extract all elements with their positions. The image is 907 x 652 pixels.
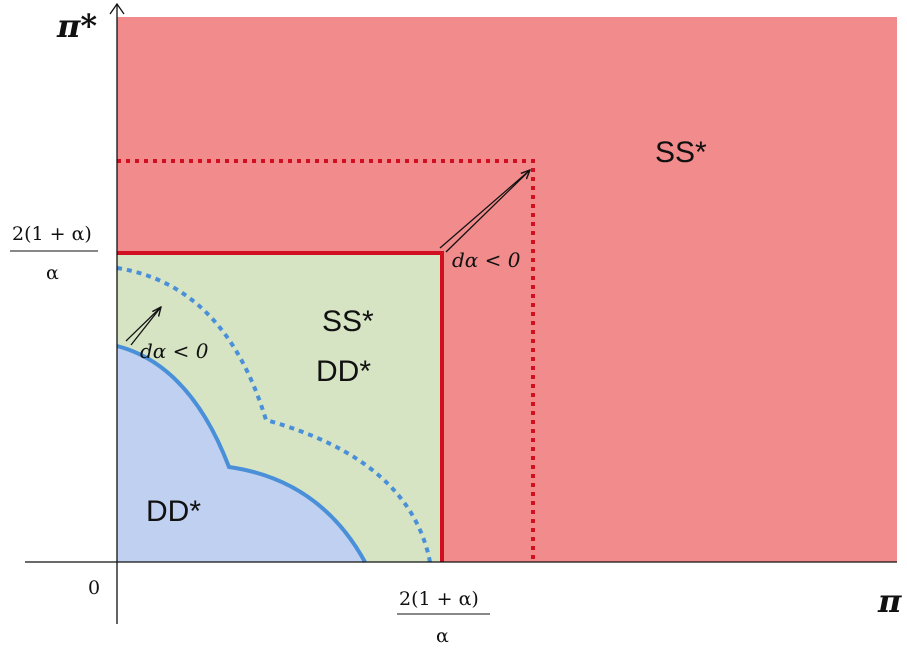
y-tick-numerator: 2(1 + α) bbox=[12, 223, 92, 245]
inner-shift-annotation: dα < 0 bbox=[140, 339, 209, 363]
middle-region-label-dd: DD* bbox=[316, 355, 371, 388]
outer-region-label: SS* bbox=[655, 136, 707, 169]
inner-region-label: DD* bbox=[146, 495, 201, 528]
ss-boundary-shifted bbox=[117, 159, 535, 562]
outer-shift-annotation: dα < 0 bbox=[452, 248, 521, 272]
y-axis-label: π* bbox=[56, 7, 97, 45]
dd-boundary-shifted-curve bbox=[116, 266, 432, 563]
y-axis-arrowhead bbox=[109, 2, 125, 15]
ss-boundary bbox=[117, 251, 444, 562]
middle-region-label-ss: SS* bbox=[322, 305, 374, 338]
outer-shift-arrow bbox=[439, 170, 530, 253]
dd-boundary-curve bbox=[116, 344, 367, 563]
y-tick-denominator: α bbox=[46, 262, 59, 284]
inner-shift-arrow bbox=[125, 307, 161, 346]
x-tick-numerator: 2(1 + α) bbox=[399, 588, 479, 610]
region-dd-inner bbox=[117, 346, 365, 562]
x-tick-denominator: α bbox=[436, 625, 449, 647]
x-axis-label: π bbox=[877, 582, 902, 620]
origin-label: 0 bbox=[88, 577, 100, 599]
